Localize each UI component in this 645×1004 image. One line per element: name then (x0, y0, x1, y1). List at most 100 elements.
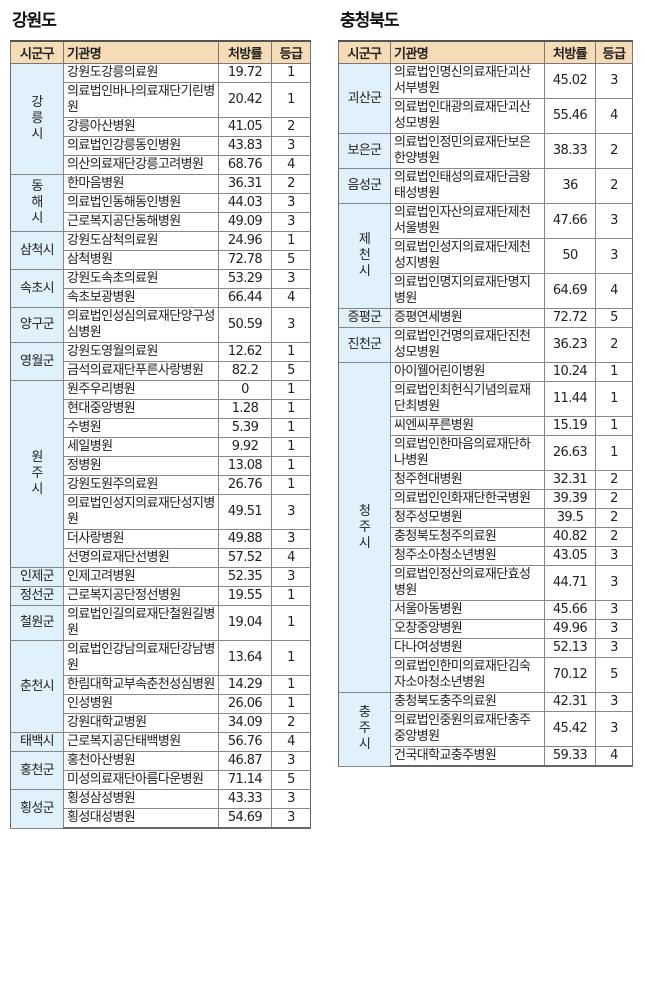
rate-cell: 0 (218, 380, 272, 400)
institution-cell: 강원대학교병원 (63, 713, 219, 733)
grade-cell: 1 (271, 380, 311, 400)
table-row: 건국대학교충주병원 59.33 4 (339, 746, 633, 767)
grade-cell: 1 (271, 640, 311, 676)
grade-cell: 3 (271, 789, 311, 809)
rate-cell: 5.39 (218, 418, 272, 438)
rate-cell: 13.64 (218, 640, 272, 676)
grade-cell: 1 (595, 381, 633, 417)
grade-cell: 4 (271, 732, 311, 752)
table-row: 횡성대성병원 54.69 3 (11, 808, 311, 829)
table-row: 홍천군 홍천아산병원 46.87 3 (10, 751, 311, 790)
region-cell: 철원군 (10, 605, 64, 641)
table-row: 증평군 증평연세병원 72.72 5 (338, 308, 633, 328)
table-row: 강원대학교병원 34.09 2 (11, 713, 311, 733)
table-row: 보은군 의료법인정민의료재단보은한양병원 38.33 2 (338, 133, 633, 169)
grade-cell: 2 (595, 527, 633, 547)
header-region: 시군구 (338, 40, 391, 64)
rate-cell: 14.29 (218, 675, 272, 695)
region-cell: 음성군 (338, 168, 391, 204)
institution-cell: 더사랑병원 (63, 529, 219, 549)
header-institution: 기관명 (390, 40, 545, 64)
institution-cell: 의료법인정산의료재단효성병원 (390, 565, 545, 601)
grade-cell: 4 (595, 746, 633, 767)
grade-cell: 5 (271, 250, 311, 270)
table-row: 괴산군 의료법인명신의료재단괴산서부병원 45.02 3 (338, 63, 633, 134)
region-cell: 강릉시 (10, 63, 64, 175)
grade-cell: 1 (271, 342, 311, 362)
institution-cell: 근로복지공단동해병원 (63, 212, 219, 232)
rate-cell: 44.03 (218, 193, 272, 213)
grade-cell: 3 (271, 808, 311, 829)
rate-cell: 42.31 (544, 692, 596, 712)
institution-cell: 의료법인중원의료재단충주중앙병원 (390, 711, 545, 747)
table-row: 태백시 근로복지공단태백병원 56.76 4 (10, 732, 311, 752)
grade-cell: 3 (271, 751, 311, 771)
grade-cell: 2 (271, 713, 311, 733)
rate-cell: 45.42 (544, 711, 596, 747)
rate-cell: 19.72 (218, 63, 272, 83)
table-row: 진천군 의료법인건명의료재단진천성모병원 36.23 2 (338, 327, 633, 363)
grade-cell: 2 (595, 327, 633, 363)
region-cell: 보은군 (338, 133, 391, 169)
grade-cell: 2 (595, 470, 633, 490)
rate-cell: 34.09 (218, 713, 272, 733)
header-grade: 등급 (271, 40, 311, 64)
grade-cell: 3 (595, 638, 633, 658)
table-row: 인제군 인제고려병원 52.35 3 (10, 567, 311, 587)
institution-cell: 세일병원 (63, 437, 219, 457)
region-cell: 횡성군 (10, 789, 64, 829)
grade-cell: 3 (271, 136, 311, 156)
table-header: 시군구 기관명 처방률 등급 (10, 40, 311, 64)
grade-cell: 3 (595, 546, 633, 566)
institution-cell: 의료법인인화재단한국병원 (390, 489, 545, 509)
institution-cell: 청주소아청소년병원 (390, 546, 545, 566)
table-row: 제천시 의료법인자산의료재단제천서울병원 47.66 3 (338, 203, 633, 309)
rate-cell: 57.52 (218, 548, 272, 568)
table-row: 의료법인바나의료재단기린병원 20.42 1 (11, 82, 311, 118)
rate-cell: 53.29 (218, 269, 272, 289)
grade-cell: 1 (271, 456, 311, 476)
grade-cell: 3 (271, 494, 311, 530)
institution-cell: 의료법인건명의료재단진천성모병원 (390, 327, 545, 363)
grade-cell: 1 (271, 694, 311, 714)
institution-cell: 홍천아산병원 (63, 751, 219, 771)
grade-cell: 1 (595, 362, 633, 382)
table-row: 횡성군 횡성삼성병원 43.33 3 (10, 789, 311, 829)
institution-cell: 의료법인강남의료재단강남병원 (63, 640, 219, 676)
grade-cell: 3 (595, 692, 633, 712)
rate-cell: 68.76 (218, 155, 272, 175)
grade-cell: 4 (271, 288, 311, 308)
rate-cell: 49.09 (218, 212, 272, 232)
grade-cell: 3 (271, 269, 311, 289)
rate-cell: 19.55 (218, 586, 272, 606)
grade-cell: 4 (271, 548, 311, 568)
grade-cell: 1 (271, 63, 311, 83)
table-row: 철원군 의료법인길의료재단철원길병원 19.04 1 (10, 605, 311, 641)
institution-cell: 삼척병원 (63, 250, 219, 270)
table-row: 의료법인대광의료재단괴산성모병원 55.46 4 (339, 98, 633, 134)
header-grade: 등급 (595, 40, 633, 64)
table-row: 춘천시 의료법인강남의료재단강남병원 13.64 1 (10, 640, 311, 733)
institution-cell: 강원도강릉의료원 (63, 63, 219, 83)
institution-cell: 근로복지공단정선병원 (63, 586, 219, 606)
rate-cell: 52.35 (218, 567, 272, 587)
rate-cell: 20.42 (218, 82, 272, 118)
rate-cell: 36.31 (218, 174, 272, 194)
institution-cell: 강원도원주의료원 (63, 475, 219, 495)
grade-cell: 4 (271, 155, 311, 175)
grade-cell: 2 (271, 174, 311, 194)
rate-cell: 44.71 (544, 565, 596, 601)
table-row: 영월군 강원도영월의료원 12.62 1 (10, 342, 311, 381)
grade-cell: 3 (595, 565, 633, 601)
institution-cell: 현대중앙병원 (63, 399, 219, 419)
region-cell: 양구군 (10, 307, 64, 343)
region-cell: 정선군 (10, 586, 64, 606)
table-row: 미성의료재단아름다운병원 71.14 5 (11, 770, 311, 790)
table-row: 원주시 원주우리병원 0 1 (10, 380, 311, 568)
rate-cell: 59.33 (544, 746, 596, 767)
rate-cell: 54.69 (218, 808, 272, 829)
table-header: 시군구 기관명 처방률 등급 (338, 40, 633, 64)
institution-cell: 횡성삼성병원 (63, 789, 219, 809)
institution-cell: 충청북도청주의료원 (390, 527, 545, 547)
rate-cell: 49.96 (544, 619, 596, 639)
